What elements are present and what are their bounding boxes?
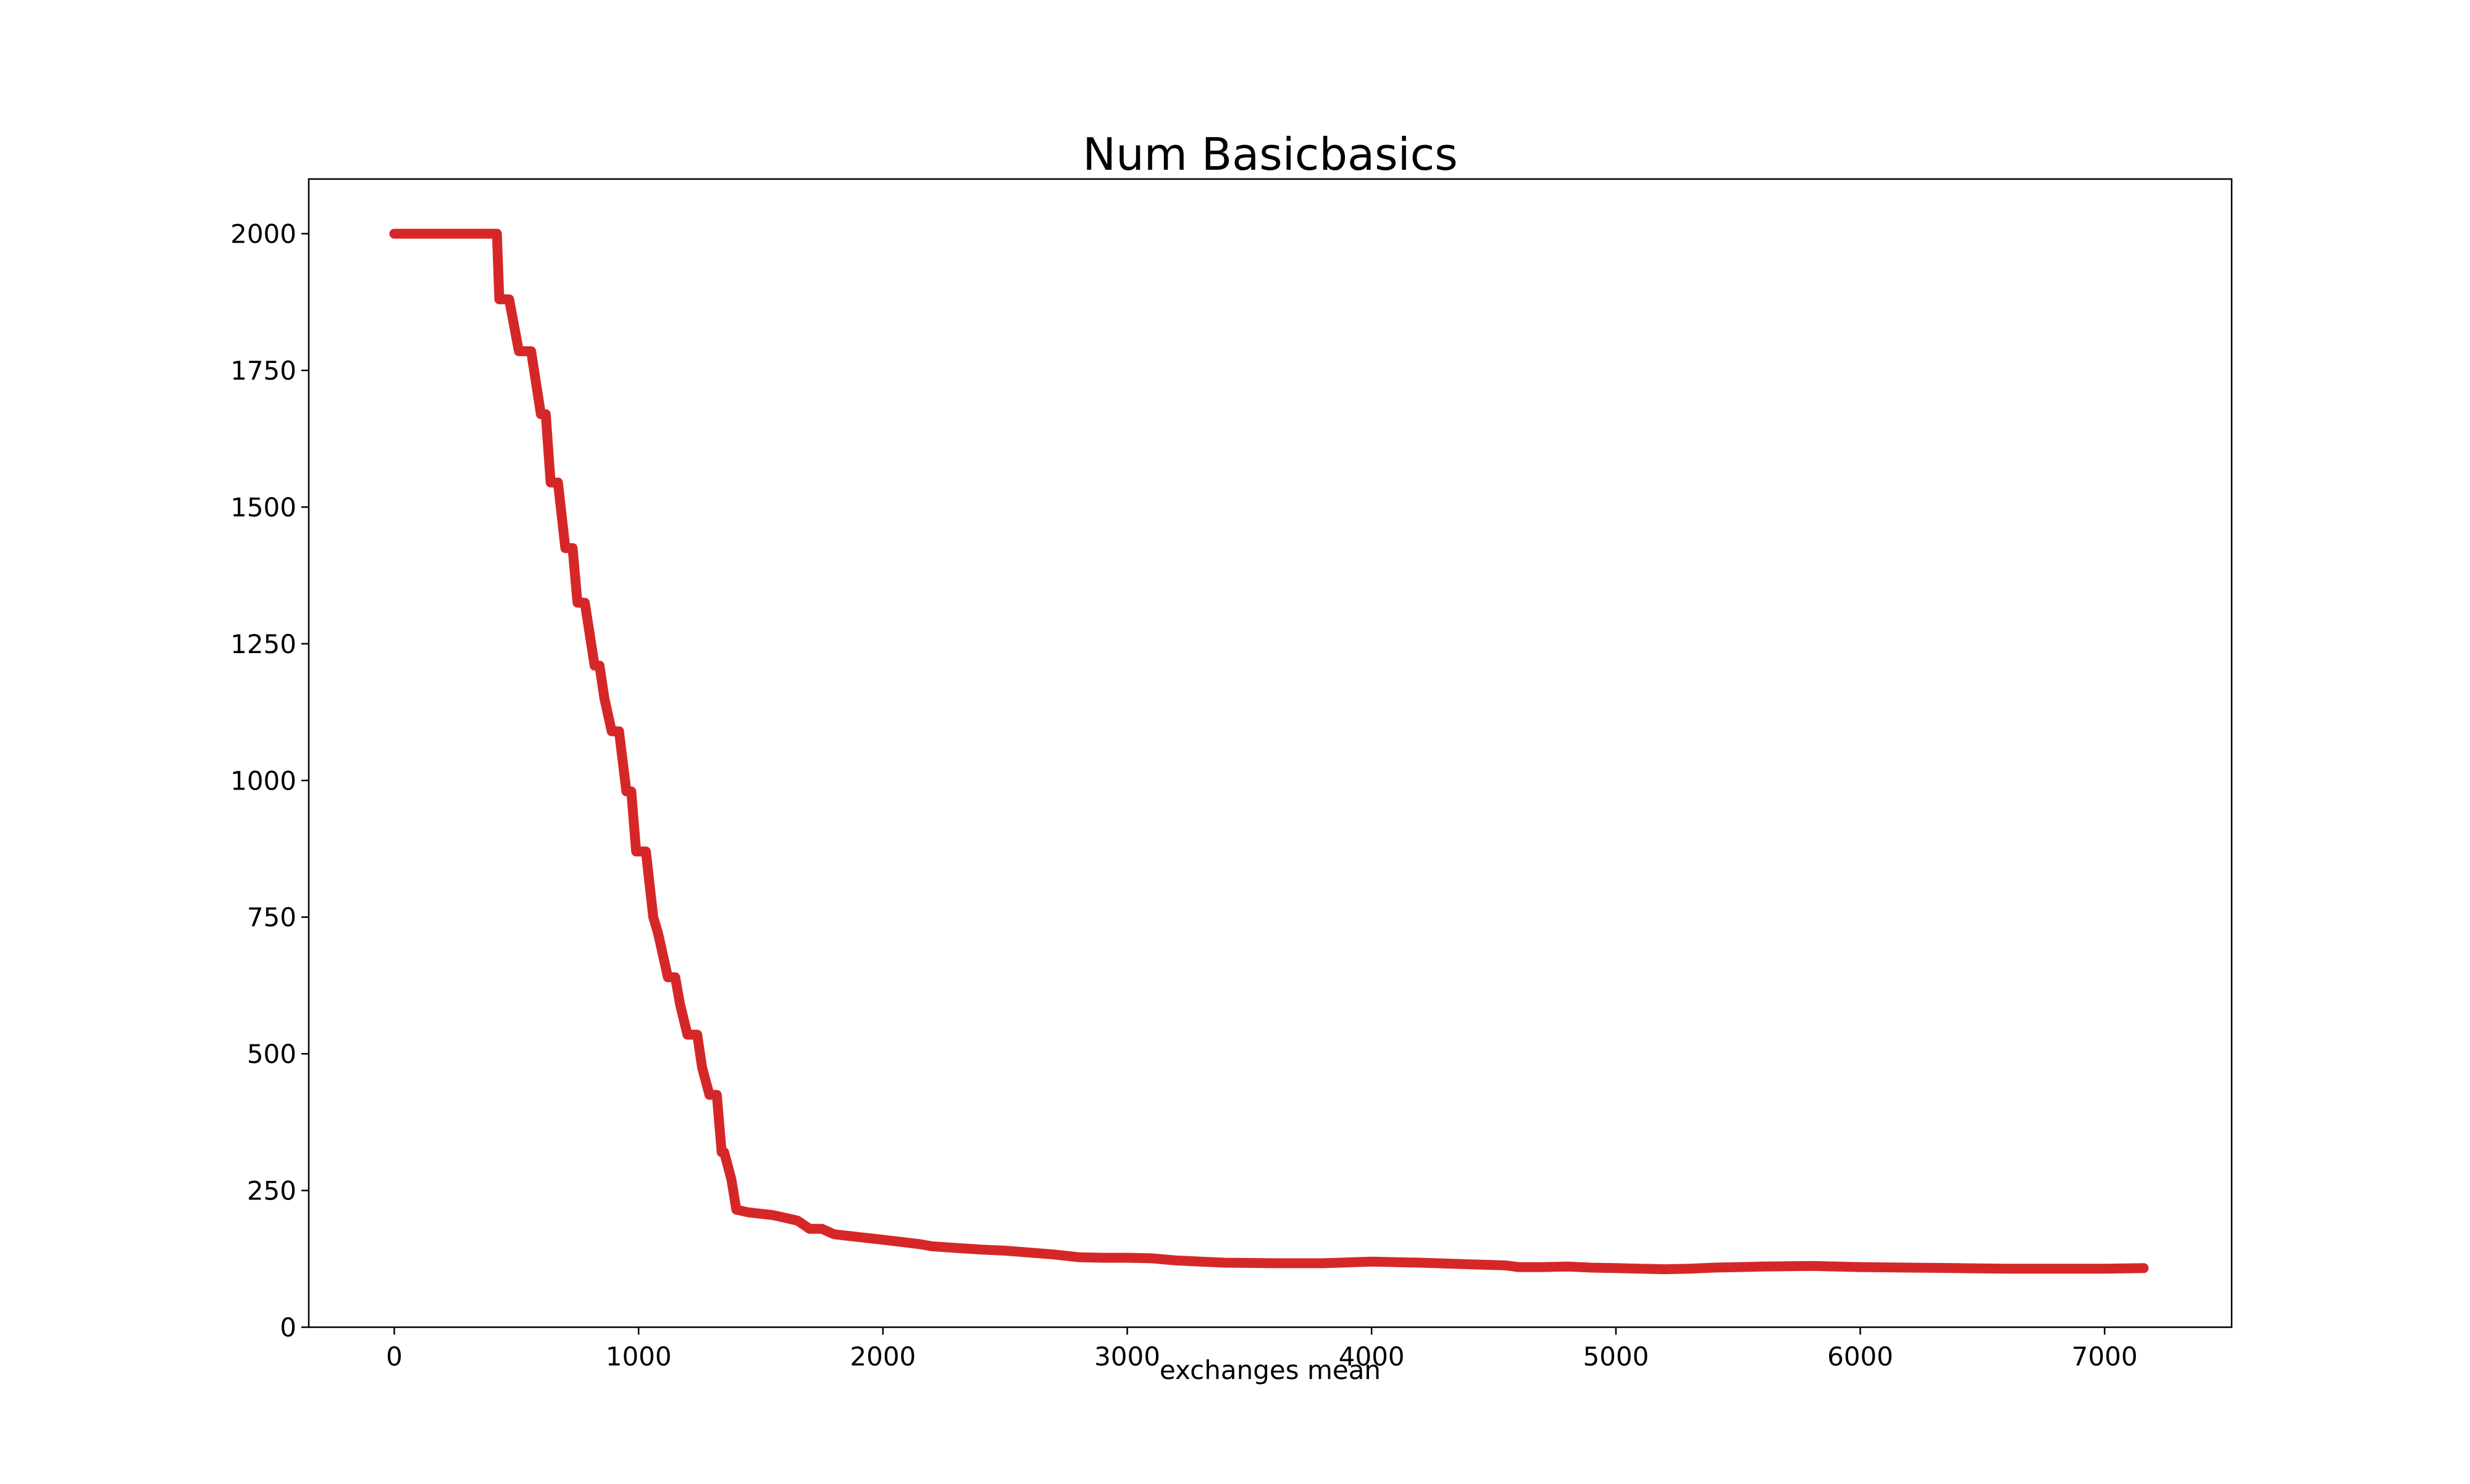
- chart-title: Num Basicbasics: [1082, 128, 1458, 180]
- y-tick-label: 0: [280, 1312, 296, 1343]
- x-axis: 0 1000 2000 3000 4000 5000 6000 7000: [386, 1327, 2138, 1372]
- y-tick-label: 750: [247, 902, 296, 933]
- y-tick-label: 1500: [230, 492, 296, 522]
- x-tick-label: 5000: [1583, 1341, 1649, 1372]
- series-line: [389, 228, 2149, 1275]
- y-tick-label: 500: [247, 1039, 296, 1069]
- y-tick-label: 1250: [230, 629, 296, 659]
- x-tick-label: 7000: [2072, 1341, 2138, 1372]
- y-axis: 0 250 500 750 1000 1250 1500 1750 2000: [230, 219, 309, 1343]
- y-tick-label: 1750: [230, 356, 296, 386]
- x-tick-label: 2000: [850, 1341, 916, 1372]
- plot-frame: [308, 178, 2233, 1328]
- y-tick-label: 250: [247, 1176, 296, 1206]
- y-tick-label: 1000: [230, 765, 296, 796]
- x-tick-label: 0: [386, 1341, 403, 1372]
- y-tick-label: 2000: [230, 219, 296, 249]
- x-tick-label: 1000: [606, 1341, 672, 1372]
- x-tick-label: 3000: [1094, 1341, 1160, 1372]
- x-tick-label: 6000: [1827, 1341, 1893, 1372]
- x-axis-label: exchanges mean: [1160, 1355, 1381, 1385]
- plot-area: [389, 228, 2149, 1275]
- x-tick-label: 4000: [1339, 1341, 1405, 1372]
